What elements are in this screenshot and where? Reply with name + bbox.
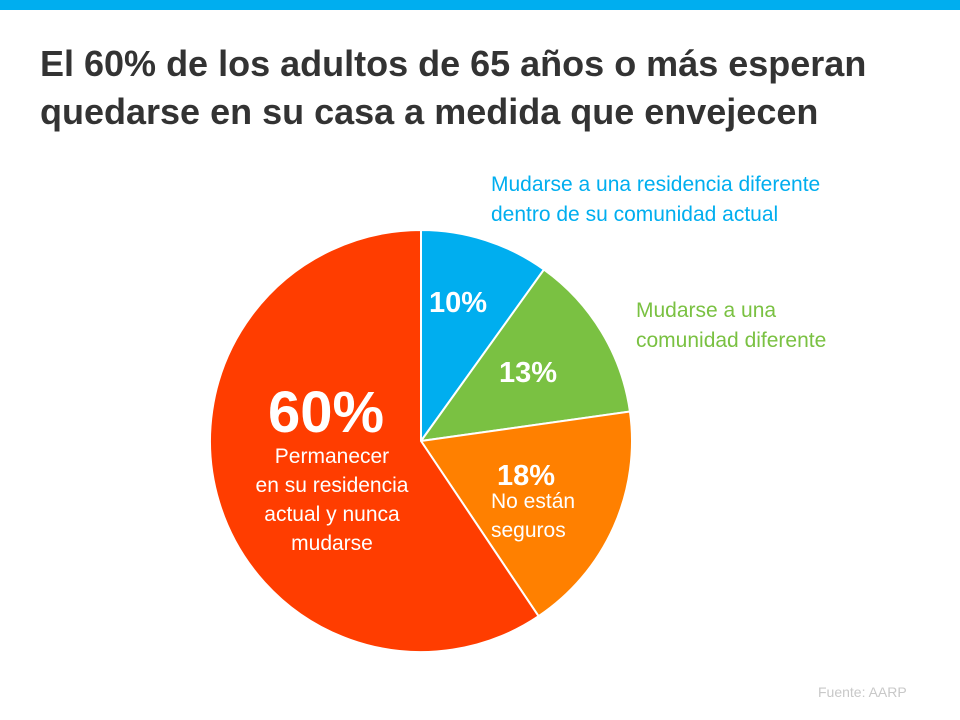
label-different-community-line-1: Mudarse a una	[636, 299, 777, 322]
label-different-community: Mudarse a una comunidad diferente	[636, 296, 826, 356]
value-label-stay-home: 60%	[268, 380, 385, 445]
pie-slice-not-sure	[419, 410, 633, 618]
label-not-sure: No están seguros	[491, 487, 575, 545]
label-not-sure-line-1: No están	[491, 490, 576, 513]
label-stay-home-line-4: mudarse	[291, 532, 373, 555]
value-label-different-community: 13%	[499, 357, 558, 389]
chart-title: El 60% de los adultos de 65 años o más e…	[40, 40, 940, 136]
label-different-residence: Mudarse a una residencia diferente dentr…	[491, 170, 820, 230]
label-stay-home-line-1: Permanecer	[274, 445, 390, 468]
label-stay-home-line-2: en su residencia	[255, 474, 409, 497]
value-label-not-sure: 18%	[497, 460, 556, 492]
source-note: Fuente: AARP	[818, 684, 907, 700]
value-label-different-residence: 10%	[429, 287, 488, 319]
label-stay-home: Permanecer en su residencia actual y nun…	[232, 442, 432, 558]
label-different-community-line-2: comunidad diferente	[636, 329, 827, 352]
pie-slice-different-residence	[420, 228, 546, 445]
label-stay-home-line-3: actual y nunca	[264, 503, 400, 526]
pie-slice-different-community	[418, 268, 632, 443]
chart-title-line-1: El 60% de los adultos de 65 años o más e…	[40, 43, 867, 84]
label-not-sure-line-2: seguros	[491, 519, 566, 542]
label-different-residence-line-2: dentro de su comunidad actual	[491, 203, 779, 226]
label-different-residence-line-1: Mudarse a una residencia diferente	[491, 173, 821, 196]
pie-slice-stay-home	[209, 228, 540, 653]
chart-title-line-2: quedarse en su casa a medida que envejec…	[40, 91, 819, 132]
top-accent-bar	[0, 0, 960, 10]
